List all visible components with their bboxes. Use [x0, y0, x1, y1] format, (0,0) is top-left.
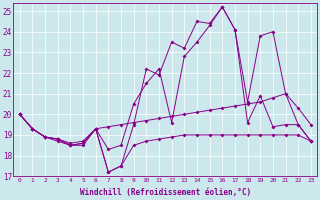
- X-axis label: Windchill (Refroidissement éolien,°C): Windchill (Refroidissement éolien,°C): [80, 188, 251, 197]
